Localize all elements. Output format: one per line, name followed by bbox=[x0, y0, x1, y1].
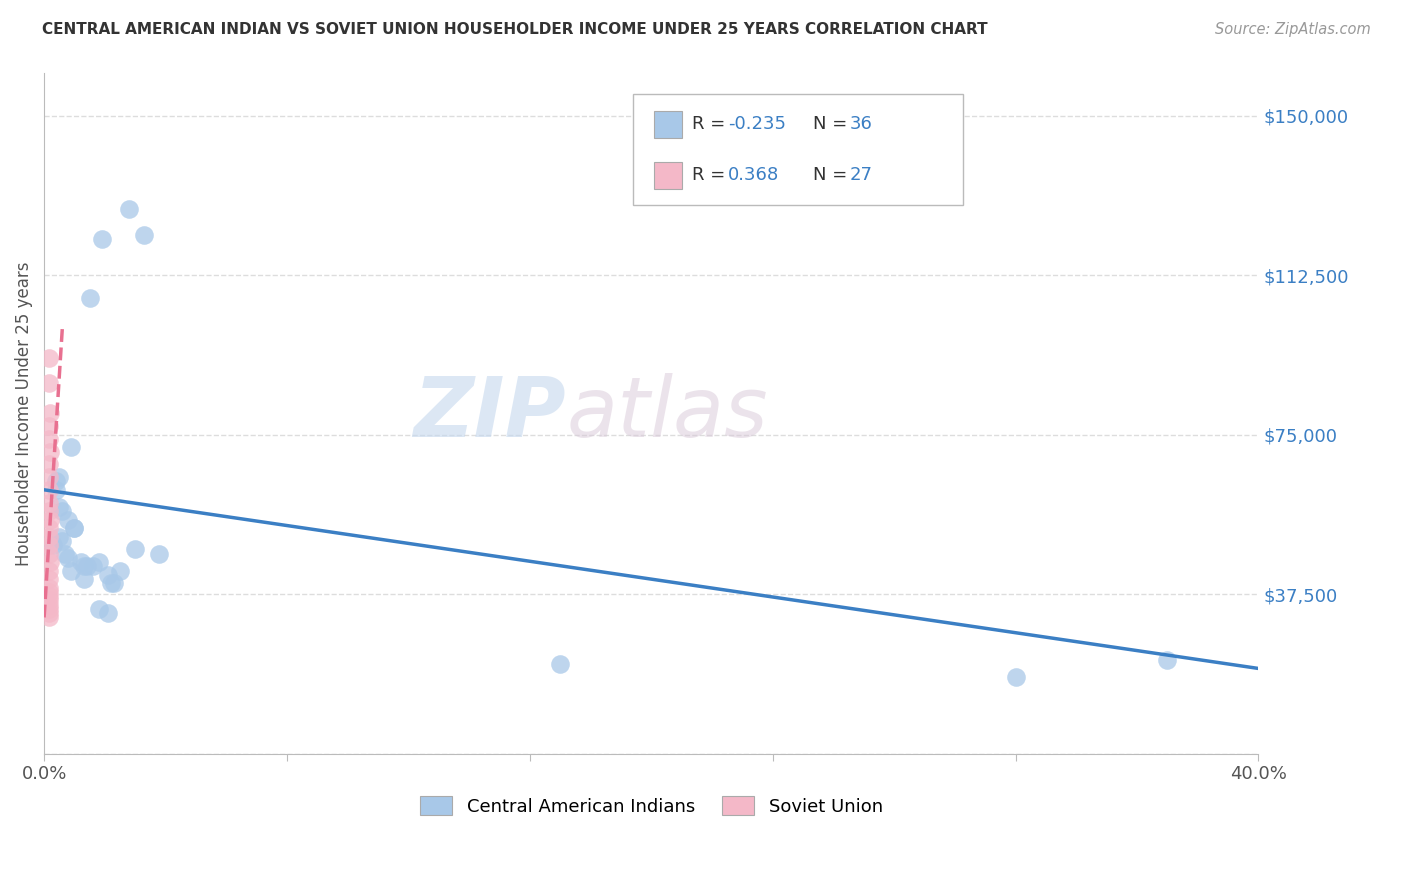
Point bbox=[38, 547, 60, 561]
Point bbox=[548, 657, 571, 672]
Point bbox=[90, 232, 112, 246]
Point bbox=[48, 470, 70, 484]
Point bbox=[87, 602, 110, 616]
Point bbox=[38, 470, 60, 484]
Point bbox=[51, 533, 73, 548]
Text: 0.368: 0.368 bbox=[728, 167, 779, 185]
Point bbox=[38, 432, 60, 446]
Text: Source: ZipAtlas.com: Source: ZipAtlas.com bbox=[1215, 22, 1371, 37]
Point bbox=[38, 610, 60, 624]
Point bbox=[38, 376, 60, 391]
Point bbox=[118, 202, 141, 216]
Point bbox=[82, 559, 104, 574]
Point bbox=[38, 602, 60, 616]
Text: CENTRAL AMERICAN INDIAN VS SOVIET UNION HOUSEHOLDER INCOME UNDER 25 YEARS CORREL: CENTRAL AMERICAN INDIAN VS SOVIET UNION … bbox=[42, 22, 988, 37]
Text: N =: N = bbox=[813, 115, 852, 133]
Point bbox=[69, 555, 91, 569]
Point bbox=[79, 292, 101, 306]
Point bbox=[1004, 670, 1026, 684]
Point bbox=[38, 530, 60, 544]
Point bbox=[38, 538, 60, 552]
Point bbox=[48, 530, 70, 544]
Point bbox=[38, 351, 60, 365]
Point bbox=[97, 606, 120, 620]
Point bbox=[58, 550, 80, 565]
Point bbox=[148, 547, 170, 561]
Text: R =: R = bbox=[692, 167, 737, 185]
Point bbox=[108, 564, 131, 578]
Point bbox=[1156, 653, 1178, 667]
Point bbox=[38, 512, 60, 526]
Point bbox=[72, 559, 94, 574]
Point bbox=[38, 458, 60, 472]
Point bbox=[38, 572, 60, 586]
Point bbox=[38, 589, 60, 603]
Point bbox=[58, 512, 80, 526]
Point bbox=[63, 521, 86, 535]
Point bbox=[42, 538, 65, 552]
Point bbox=[60, 564, 83, 578]
Point bbox=[38, 419, 60, 434]
Text: -0.235: -0.235 bbox=[728, 115, 786, 133]
Point bbox=[38, 406, 60, 420]
Point bbox=[76, 559, 98, 574]
Point bbox=[87, 555, 110, 569]
Point bbox=[38, 606, 60, 620]
Point bbox=[124, 542, 146, 557]
Point bbox=[53, 547, 76, 561]
Point bbox=[38, 495, 60, 509]
Point bbox=[38, 504, 60, 518]
Y-axis label: Householder Income Under 25 years: Householder Income Under 25 years bbox=[15, 261, 32, 566]
Text: R =: R = bbox=[692, 115, 731, 133]
Legend: Central American Indians, Soviet Union: Central American Indians, Soviet Union bbox=[412, 789, 890, 822]
Text: 36: 36 bbox=[849, 115, 872, 133]
Point bbox=[100, 576, 122, 591]
Text: ZIP: ZIP bbox=[413, 373, 567, 454]
Point bbox=[134, 227, 156, 242]
Point bbox=[60, 440, 83, 454]
Point bbox=[38, 598, 60, 612]
Point bbox=[63, 521, 86, 535]
Point bbox=[38, 564, 60, 578]
Point bbox=[38, 444, 60, 458]
Point bbox=[38, 521, 60, 535]
Point bbox=[45, 483, 67, 497]
Point bbox=[38, 483, 60, 497]
Point bbox=[48, 500, 70, 514]
Point bbox=[72, 572, 94, 586]
Point bbox=[38, 593, 60, 607]
Point bbox=[45, 475, 67, 489]
Point bbox=[51, 504, 73, 518]
Point bbox=[38, 555, 60, 569]
Text: 27: 27 bbox=[849, 167, 872, 185]
Text: N =: N = bbox=[813, 167, 852, 185]
Text: atlas: atlas bbox=[567, 373, 768, 454]
Point bbox=[38, 581, 60, 595]
Point bbox=[103, 576, 125, 591]
Point bbox=[38, 585, 60, 599]
Point bbox=[97, 567, 120, 582]
